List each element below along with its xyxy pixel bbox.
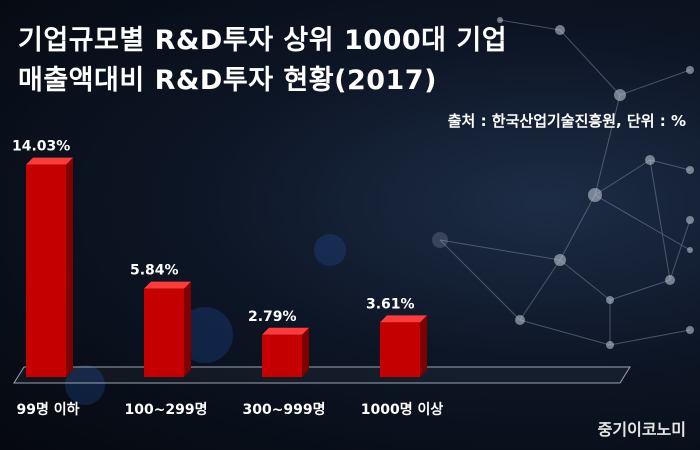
bar-side-2: [184, 281, 191, 377]
category-label-3: 300~999명: [242, 401, 325, 418]
chart-title-line-1: 기업규모별 R&D투자 상위 1000대 기업: [18, 25, 508, 56]
bar-4: [380, 322, 420, 377]
data-label-1: 14.03%: [12, 139, 70, 155]
bar-side-4: [420, 315, 427, 377]
category-label-2: 100~299명: [124, 401, 207, 418]
category-label-1: 99명 이하: [17, 401, 80, 418]
bar-top-1: [26, 157, 73, 165]
bar-3: [262, 334, 302, 377]
data-label-3: 2.79%: [248, 309, 297, 325]
brand-watermark: 중기이코노미: [597, 420, 686, 439]
data-label-4: 3.61%: [366, 296, 415, 312]
bar-top-4: [380, 315, 427, 323]
bar-1: [26, 164, 66, 377]
source-note: 출처 : 한국산업기술진흥원, 단위 : %: [447, 112, 686, 130]
category-label-4: 1000명 이상: [361, 401, 444, 418]
chart-floor: [13, 366, 631, 384]
data-label-2: 5.84%: [130, 263, 179, 279]
bar-top-2: [144, 281, 191, 289]
bar-top-3: [262, 327, 309, 335]
bar-side-3: [302, 327, 309, 377]
bar-side-1: [66, 157, 73, 377]
chart-title-line-2: 매출액대비 R&D투자 현황(2017): [18, 65, 437, 96]
bar-2: [144, 288, 184, 377]
